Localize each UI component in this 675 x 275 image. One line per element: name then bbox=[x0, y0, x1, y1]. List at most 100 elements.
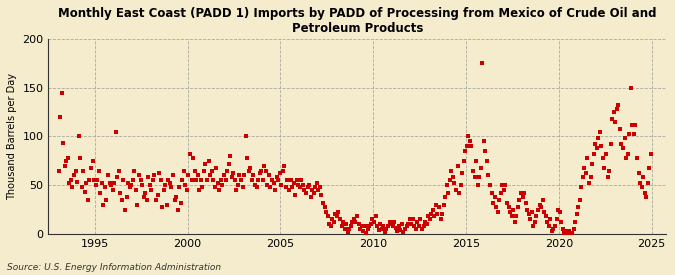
Point bbox=[470, 159, 481, 163]
Point bbox=[250, 183, 261, 187]
Point bbox=[503, 204, 514, 209]
Point bbox=[140, 191, 151, 195]
Point bbox=[585, 175, 596, 180]
Point bbox=[132, 202, 143, 207]
Point bbox=[415, 217, 426, 222]
Point bbox=[406, 222, 416, 226]
Point bbox=[130, 188, 141, 192]
Point bbox=[639, 191, 650, 195]
Point bbox=[580, 171, 591, 176]
Point bbox=[455, 183, 466, 187]
Point bbox=[389, 220, 400, 224]
Point bbox=[446, 168, 457, 173]
Point bbox=[454, 191, 464, 195]
Point bbox=[239, 173, 250, 178]
Point bbox=[352, 214, 362, 219]
Point bbox=[208, 178, 219, 183]
Point bbox=[123, 181, 134, 185]
Point bbox=[590, 142, 601, 146]
Point bbox=[262, 183, 273, 187]
Point bbox=[562, 232, 573, 236]
Point bbox=[588, 152, 599, 156]
Point bbox=[101, 198, 112, 202]
Point bbox=[324, 222, 335, 226]
Point bbox=[107, 188, 118, 192]
Point bbox=[118, 178, 129, 183]
Point bbox=[76, 185, 87, 189]
Point bbox=[165, 181, 176, 185]
Point bbox=[584, 181, 595, 185]
Point bbox=[431, 202, 441, 207]
Point bbox=[240, 134, 251, 139]
Point bbox=[362, 227, 373, 231]
Point bbox=[378, 224, 389, 228]
Point bbox=[630, 123, 641, 127]
Point bbox=[468, 168, 479, 173]
Point bbox=[514, 198, 525, 202]
Point bbox=[115, 191, 126, 195]
Point bbox=[184, 152, 195, 156]
Point bbox=[518, 191, 529, 195]
Point bbox=[269, 188, 280, 192]
Point bbox=[294, 185, 305, 189]
Point bbox=[284, 188, 294, 192]
Point bbox=[462, 144, 472, 148]
Point bbox=[458, 159, 469, 163]
Point bbox=[554, 210, 565, 215]
Point bbox=[512, 204, 523, 209]
Point bbox=[492, 210, 503, 215]
Point bbox=[392, 229, 403, 233]
Point bbox=[160, 183, 171, 187]
Point bbox=[614, 126, 625, 131]
Point bbox=[500, 183, 511, 187]
Point bbox=[55, 115, 65, 119]
Point bbox=[448, 175, 458, 180]
Point bbox=[452, 163, 463, 168]
Point bbox=[616, 142, 627, 146]
Point bbox=[209, 185, 220, 189]
Point bbox=[564, 229, 574, 233]
Point bbox=[202, 178, 213, 183]
Point bbox=[412, 220, 423, 224]
Point bbox=[281, 185, 292, 189]
Point bbox=[53, 168, 64, 173]
Point bbox=[556, 220, 566, 224]
Text: Source: U.S. Energy Information Administration: Source: U.S. Energy Information Administ… bbox=[7, 263, 221, 272]
Point bbox=[346, 224, 356, 228]
Point bbox=[154, 171, 165, 176]
Point bbox=[565, 232, 576, 236]
Point bbox=[344, 227, 354, 231]
Point bbox=[300, 191, 311, 195]
Point bbox=[110, 129, 121, 134]
Point bbox=[495, 191, 506, 195]
Point bbox=[605, 142, 616, 146]
Point bbox=[157, 204, 167, 209]
Point bbox=[288, 181, 299, 185]
Point bbox=[612, 107, 622, 111]
Point bbox=[333, 210, 344, 215]
Point bbox=[338, 220, 348, 224]
Point bbox=[237, 185, 248, 189]
Point bbox=[167, 173, 178, 178]
Point bbox=[59, 163, 70, 168]
Point bbox=[463, 134, 474, 139]
Point bbox=[427, 207, 438, 212]
Point bbox=[64, 181, 75, 185]
Point bbox=[97, 181, 107, 185]
Point bbox=[547, 229, 558, 233]
Point bbox=[553, 207, 564, 212]
Point bbox=[325, 224, 336, 228]
Point bbox=[407, 217, 418, 222]
Point bbox=[570, 220, 580, 224]
Point bbox=[597, 156, 608, 160]
Point bbox=[128, 178, 138, 183]
Point bbox=[316, 193, 327, 197]
Point bbox=[355, 227, 366, 231]
Point bbox=[449, 181, 460, 185]
Point bbox=[226, 175, 237, 180]
Point bbox=[410, 227, 421, 231]
Point bbox=[62, 156, 73, 160]
Point bbox=[628, 132, 639, 137]
Point bbox=[207, 168, 217, 173]
Point bbox=[112, 175, 123, 180]
